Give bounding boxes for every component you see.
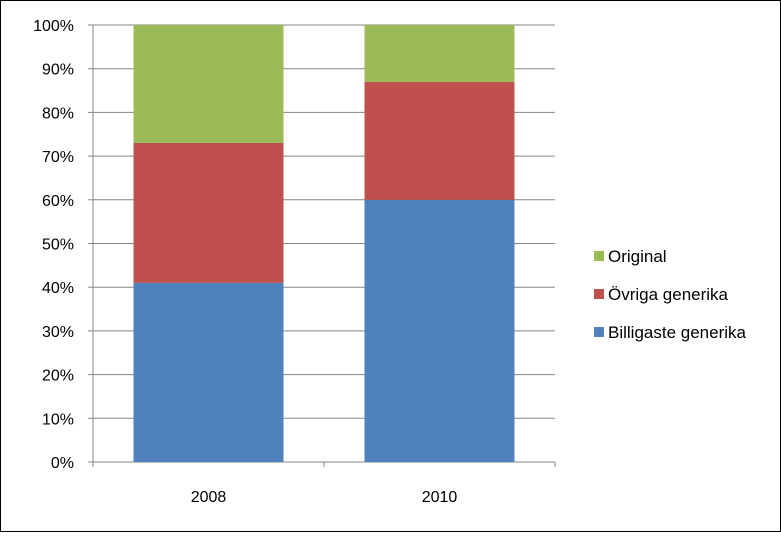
x-category-label: 2010 (422, 489, 458, 506)
y-tick-label: 30% (42, 324, 74, 341)
bar-segment--vriga-generika-2010 (364, 81, 515, 200)
bar-segment-original-2010 (364, 25, 515, 82)
y-tick-label: 0% (51, 455, 74, 472)
legend-label: Övriga generika (608, 285, 729, 304)
legend-swatch (594, 289, 604, 299)
x-category-label: 2008 (191, 489, 227, 506)
y-tick-labels: 0% 10% 20% 30% 40% 50% 60% 70% 80% 90% 100% (33, 18, 74, 472)
x-category-labels: 2008 2010 (191, 489, 458, 506)
bar-segment--vriga-generika-2008 (133, 142, 284, 283)
bar-segment-billigaste-generika-2010 (364, 199, 515, 463)
bar-segment-billigaste-generika-2008 (133, 282, 284, 462)
y-tick-label: 50% (42, 237, 74, 254)
y-tick-label: 80% (42, 105, 74, 122)
y-tick-label: 70% (42, 149, 74, 166)
y-tick-label: 100% (33, 18, 74, 35)
legend-swatch (594, 251, 604, 261)
bars (133, 25, 515, 463)
bar-segment-original-2008 (133, 25, 284, 143)
y-tick-label: 10% (42, 411, 74, 428)
legend-swatch (594, 327, 604, 337)
y-tick-label: 90% (42, 62, 74, 79)
legend-label: Original (608, 247, 667, 266)
y-tick-label: 40% (42, 280, 74, 297)
y-tick-label: 60% (42, 193, 74, 210)
legend: Original Övriga generika Billigaste generi… (594, 247, 747, 342)
y-tick-label: 20% (42, 368, 74, 385)
legend-label: Billigaste generika (608, 323, 747, 342)
